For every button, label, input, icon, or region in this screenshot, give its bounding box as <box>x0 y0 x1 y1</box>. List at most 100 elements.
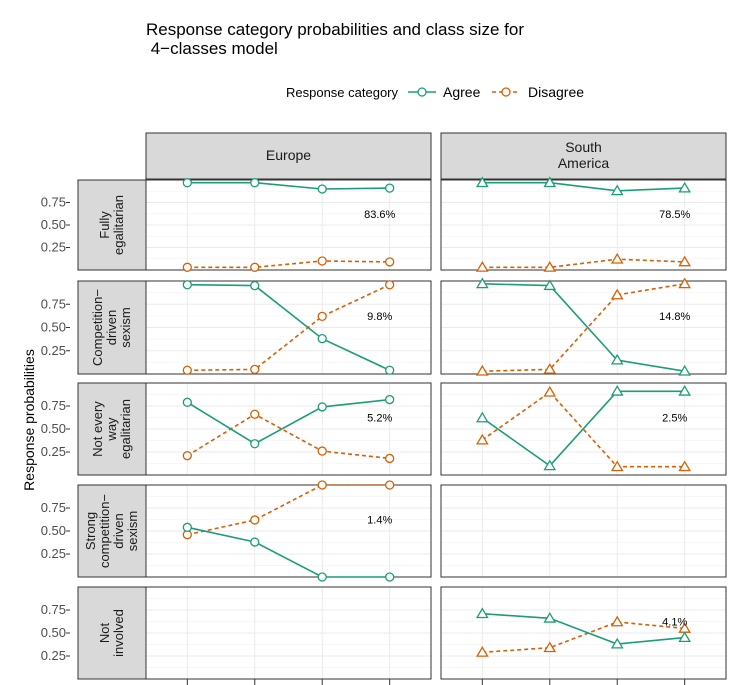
data-point-agree <box>475 176 489 188</box>
facet-strip-row-label-group: Notinvolved <box>97 609 126 657</box>
legend-label-disagree: Disagree <box>528 84 585 100</box>
facet-strip-row <box>77 179 147 271</box>
data-point-agree <box>385 572 395 582</box>
series-line-agree <box>186 398 390 445</box>
facet-strip-row-label: Competition−drivensexism <box>90 289 133 366</box>
class-size-label: 5.2% <box>367 413 392 425</box>
data-point-disagree <box>250 364 260 375</box>
y-tick-label: 0.50 <box>41 421 66 436</box>
data-point-agree <box>543 279 557 291</box>
data-point-disagree <box>610 252 624 264</box>
data-point-agree <box>182 397 192 407</box>
y-tick-label: 0.25 <box>41 343 66 358</box>
series-line-agree <box>482 612 685 645</box>
panel-border <box>145 586 432 680</box>
data-point-disagree <box>543 363 557 374</box>
panel-border <box>145 382 432 476</box>
data-point-disagree <box>475 261 489 272</box>
data-point-disagree <box>182 365 192 375</box>
data-point-disagree <box>182 262 192 272</box>
data-point-disagree <box>317 256 327 266</box>
data-point-disagree <box>610 615 624 627</box>
facet-strip-column-label: Europe <box>266 147 311 163</box>
data-point-disagree <box>543 261 557 272</box>
facet-strip-row-label: Strongcompetition−drivensexism <box>83 494 140 568</box>
y-tick-label: 0.25 <box>41 240 66 255</box>
panel-border <box>440 484 727 578</box>
data-point-disagree <box>250 409 260 419</box>
panel-border <box>440 280 727 375</box>
data-point-disagree <box>385 280 395 290</box>
series-line-disagree <box>186 413 390 460</box>
data-point-disagree <box>610 460 624 472</box>
y-tick-label: 0.75 <box>41 195 66 210</box>
data-point-disagree <box>385 453 395 464</box>
data-point-agree <box>678 631 692 643</box>
data-point-agree <box>475 411 489 423</box>
series-line-agree <box>187 283 391 372</box>
data-point-agree <box>678 385 692 396</box>
y-tick-label: 0.75 <box>41 296 66 311</box>
data-point-agree <box>610 385 624 396</box>
y-axis-title: Response probabilities <box>21 349 37 491</box>
data-point-agree <box>182 522 192 532</box>
class-size-label: 78.5% <box>659 209 690 221</box>
data-point-agree <box>182 178 192 188</box>
class-size-label: 14.8% <box>659 311 690 323</box>
chart-title: Response category probabilities and clas… <box>146 20 524 58</box>
data-point-disagree <box>678 277 692 289</box>
data-point-disagree <box>250 262 260 272</box>
data-point-disagree <box>543 641 557 653</box>
data-point-disagree <box>610 288 624 300</box>
data-point-agree <box>385 365 395 375</box>
data-point-agree <box>385 183 395 193</box>
data-point-disagree <box>385 257 395 267</box>
series-line-disagree <box>482 258 685 269</box>
y-tick-label: 0.50 <box>41 320 66 335</box>
data-point-disagree <box>317 311 327 321</box>
series-line-disagree <box>187 260 390 269</box>
data-point-disagree <box>385 480 395 490</box>
data-point-disagree <box>475 364 489 376</box>
data-point-agree <box>317 334 327 344</box>
data-point-disagree <box>543 385 557 397</box>
data-point-agree <box>543 612 557 623</box>
y-tick-label: 0.25 <box>41 546 66 561</box>
class-size-label: 4.1% <box>662 617 687 629</box>
class-size-label: 2.5% <box>662 413 687 425</box>
facet-strip-column-label: South America <box>558 139 610 171</box>
legend-title: Response category <box>286 85 399 100</box>
y-tick-label: 0.25 <box>41 648 66 663</box>
class-size-label: 9.8% <box>367 311 392 323</box>
panel-border <box>440 382 727 476</box>
data-point-agree <box>250 280 260 291</box>
series-line-disagree <box>187 283 391 372</box>
data-point-agree <box>250 439 260 449</box>
data-point-disagree <box>475 433 489 445</box>
data-point-agree <box>610 184 624 196</box>
legend-key-agree-point <box>417 87 427 97</box>
facet-strip-column <box>440 132 727 180</box>
series-line-disagree <box>187 484 390 536</box>
data-point-disagree <box>317 480 327 490</box>
y-tick-label: 0.50 <box>41 217 66 232</box>
series-line-agree <box>482 283 685 372</box>
data-point-agree <box>250 178 260 188</box>
facet-strip-row <box>77 484 147 578</box>
facet-strip-row-label: Fullyegalitarian <box>97 195 126 255</box>
data-point-agree <box>610 637 624 649</box>
data-point-disagree <box>250 515 260 525</box>
data-point-agree <box>250 537 260 547</box>
series-line-agree <box>481 390 685 467</box>
y-tick-label: 0.25 <box>41 444 66 459</box>
panel-border <box>440 586 727 680</box>
data-point-agree <box>475 607 489 619</box>
legend-key-disagree-point <box>501 87 511 97</box>
data-point-disagree <box>182 451 192 461</box>
facet-strip-row-label-group: Strongcompetition−drivensexism <box>83 494 140 568</box>
data-point-agree <box>678 364 692 376</box>
legend-label-agree: Agree <box>443 84 481 100</box>
class-size-label: 83.6% <box>364 209 395 221</box>
facet-strip-row-label: Notinvolved <box>97 609 126 657</box>
